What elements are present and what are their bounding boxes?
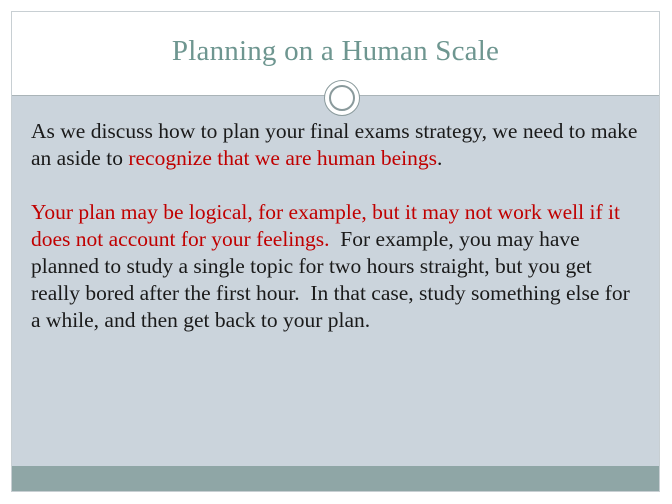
slide-content: As we discuss how to plan your final exa… xyxy=(31,118,641,334)
footer-bar xyxy=(12,466,659,491)
body-area xyxy=(12,96,659,468)
paragraph-2-text: For example, you may have planned to stu… xyxy=(31,227,636,332)
paragraph-2-highlight: Your plan may be logical, for example, b… xyxy=(31,200,620,251)
circle-ornament-inner xyxy=(329,85,355,111)
paragraph-1-text: As we discuss how to plan your final exa… xyxy=(31,119,638,170)
slide-title: Planning on a Human Scale xyxy=(171,35,500,67)
paragraph-1: As we discuss how to plan your final exa… xyxy=(31,118,641,172)
circle-ornament-icon xyxy=(324,80,360,116)
slide-frame: Planning on a Human Scale As we discuss … xyxy=(11,11,660,492)
paragraph-1-end: . xyxy=(436,146,443,170)
paragraph-2: Your plan may be logical, for example, b… xyxy=(31,199,641,334)
paragraph-1-highlight: recognize that we are human beings xyxy=(128,146,437,170)
